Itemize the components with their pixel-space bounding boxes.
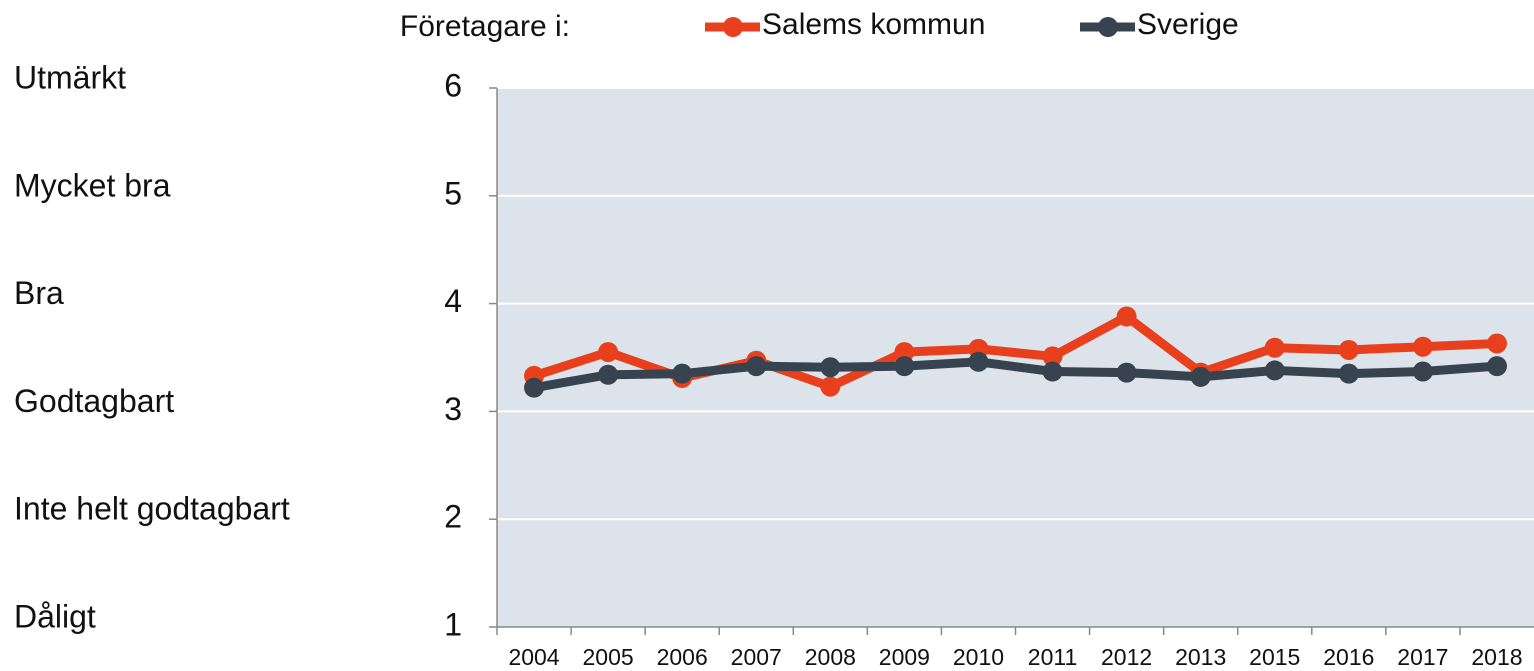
point [1412,361,1433,382]
point [968,351,989,372]
point [1486,333,1507,354]
x-tick-label: 2008 [805,644,856,670]
legend-marker [1098,17,1118,37]
scale-label: Mycket bra [14,167,171,203]
legend-marker [723,17,743,37]
x-tick-label: 2011 [1028,644,1077,670]
point [894,356,915,377]
scale-label: Bra [14,275,64,311]
point [1412,336,1433,357]
y-tick-label: 1 [444,606,462,642]
scale-label: Utmärkt [14,59,126,95]
x-tick-label: 2017 [1397,644,1448,670]
x-tick-label: 2016 [1323,644,1374,670]
scale-label: Dåligt [14,598,96,634]
point [1264,360,1285,381]
x-tick-label: 2015 [1249,644,1300,670]
x-tick-label: 2006 [657,644,708,670]
point [1116,362,1137,383]
point [820,376,841,397]
point [672,363,693,384]
point [598,342,619,363]
point [894,342,915,363]
point [1042,361,1063,382]
point [1264,337,1285,358]
x-tick-label: 2009 [879,644,930,670]
point [1042,346,1063,367]
point [1338,363,1359,384]
x-tick-label: 2013 [1175,644,1226,670]
x-tick-label: 2005 [583,644,634,670]
x-tick-label: 2018 [1471,644,1522,670]
point [1190,366,1211,387]
y-tick-label: 2 [444,499,462,535]
series-line [533,357,1498,393]
legend-label: Sverige [1137,8,1239,41]
plot-area [497,88,1534,627]
scale-label: Godtagbart [14,383,174,419]
scale-label: Inte helt godtagbart [14,491,290,527]
legend-label: Salems kommun [762,8,985,41]
y-tick-label: 4 [444,283,462,319]
point [1116,306,1137,327]
y-tick-label: 6 [444,67,462,103]
point [524,377,545,398]
x-tick-label: 2004 [508,644,559,670]
y-tick-label: 3 [444,391,462,427]
x-tick-label: 2010 [953,644,1004,670]
point [1486,356,1507,377]
y-tick-label: 5 [444,175,462,211]
legend-title: Företagare i: [400,10,570,43]
point [1338,339,1359,360]
point [820,357,841,378]
point [746,356,767,377]
x-tick-label: 2007 [731,644,782,670]
x-tick-label: 2012 [1101,644,1152,670]
point [598,364,619,385]
